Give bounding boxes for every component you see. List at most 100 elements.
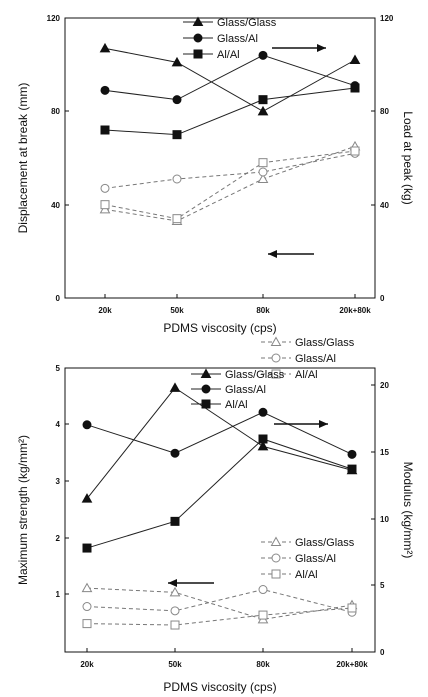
data-point — [100, 125, 110, 135]
data-point — [258, 407, 268, 417]
legend-marker — [270, 536, 282, 546]
data-point — [169, 586, 181, 597]
y-right-tick-label: 10 — [380, 515, 389, 524]
y-left-tick-label: 1 — [56, 590, 61, 599]
series-line — [104, 152, 356, 189]
series-al-al-solid — [100, 83, 360, 140]
y-right-axis-label: Load at peak (kg) — [401, 111, 415, 204]
data-point — [82, 619, 92, 629]
legend-solid: Glass/Glass Glass/Al Al/Al — [183, 16, 277, 61]
legend-label: Glass/Glass — [217, 17, 277, 29]
y-right-tick-label: 20 — [380, 381, 389, 390]
y-left-axis-label: Displacement at break (mm) — [16, 83, 30, 234]
data-point — [169, 382, 181, 392]
series-glass-glass-solid — [99, 42, 361, 116]
y-right-axis-label: Modulus (kg/mm²) — [401, 462, 415, 559]
legend-marker — [270, 336, 282, 346]
legend-dashed: Glass/Glass Glass/Al Al/Al — [261, 536, 355, 581]
data-point — [81, 493, 93, 503]
legend-marker — [271, 553, 281, 563]
x-tick-label: 20k+80k — [339, 306, 371, 315]
data-point — [82, 602, 92, 612]
series-line — [104, 150, 356, 220]
y-left-tick-label: 3 — [56, 477, 61, 486]
x-tick-label: 50k — [170, 306, 184, 315]
data-point — [100, 200, 110, 210]
x-tick-label: 80k — [256, 660, 270, 669]
data-point — [350, 83, 360, 93]
series-line — [104, 47, 356, 112]
x-tick-label: 50k — [168, 660, 182, 669]
plot-frame — [64, 367, 376, 653]
series-glass-glass-solid — [81, 382, 358, 503]
legend-label: Al/Al — [217, 49, 240, 61]
x-tick-label: 20k — [98, 306, 112, 315]
series-al-al-dashed — [100, 146, 360, 224]
series-line — [86, 587, 353, 620]
data-point — [349, 54, 361, 64]
y-left-tick-label: 40 — [51, 201, 60, 210]
y-right-tick-label: 80 — [380, 107, 389, 116]
data-point — [172, 174, 182, 184]
series-line — [86, 438, 353, 549]
y-right-tick-label: 120 — [380, 14, 394, 23]
y-left-tick-label: 4 — [56, 420, 61, 429]
legend-marker — [201, 399, 211, 409]
data-point — [258, 95, 268, 105]
series-glass-glass-dashed — [99, 140, 361, 225]
arrow-left-head — [268, 250, 277, 258]
y-left-tick-label: 2 — [56, 534, 61, 543]
x-tick-label: 80k — [256, 306, 270, 315]
y-right-tick-label: 40 — [380, 201, 389, 210]
arrow-right-head — [319, 420, 328, 428]
y-left-tick-label: 0 — [56, 294, 61, 303]
series-line — [86, 589, 353, 613]
data-point — [347, 449, 357, 459]
data-point — [258, 158, 268, 168]
data-point — [171, 56, 183, 67]
chart-panel-1: 0 40 80 120 0 40 80 120 20k 50k 80k 20k+80k PDMS vis… — [16, 14, 415, 381]
series-glass-al-solid — [82, 407, 357, 459]
x-axis-label: PDMS viscosity (cps) — [163, 680, 276, 694]
y-left-axis-label: Maximum strength (kg/mm²) — [16, 435, 30, 585]
data-point — [172, 214, 182, 224]
legend-label: Glass/Al — [225, 384, 266, 396]
data-point — [170, 620, 180, 630]
legend-dashed: Glass/Glass Glass/Al Al/Al — [261, 336, 355, 381]
legend-marker — [192, 16, 204, 26]
data-point — [100, 183, 110, 193]
y-left-tick-label: 80 — [51, 107, 60, 116]
y-right-tick-label: 5 — [380, 581, 385, 590]
plot-frame — [64, 17, 376, 299]
y-left-tick-label: 120 — [47, 14, 61, 23]
y-left-tick-label: 5 — [56, 364, 61, 373]
y-right-tick-label: 0 — [380, 294, 385, 303]
legend-marker — [201, 384, 211, 394]
legend-marker — [200, 368, 212, 378]
data-point — [258, 610, 268, 620]
arrow-right-head — [317, 44, 326, 52]
legend-label: Glass/Glass — [225, 369, 285, 381]
series-al-al-solid — [82, 434, 357, 553]
legend-marker — [193, 49, 203, 59]
arrow-left-head — [168, 579, 177, 587]
legend-label: Al/Al — [295, 369, 318, 381]
series-line — [86, 387, 353, 499]
legend-marker — [271, 369, 281, 379]
data-point — [350, 146, 360, 156]
legend-marker — [271, 569, 281, 579]
series-al-al-dashed — [82, 603, 357, 630]
y-right-tick-label: 15 — [380, 448, 389, 457]
chart-panel-2: 1 2 3 4 5 0 5 10 15 20 20k 50k 80k 20k+80k PDMS viscos… — [16, 364, 415, 694]
series-line — [86, 411, 353, 455]
data-point — [257, 173, 269, 183]
data-point — [347, 464, 357, 474]
data-point — [81, 582, 93, 593]
data-point — [258, 434, 268, 444]
data-point — [170, 448, 180, 458]
legend-marker — [193, 33, 203, 43]
legend-label: Glass/Glass — [295, 337, 355, 349]
y-right-tick-label: 0 — [380, 648, 385, 657]
legend-solid: Glass/Glass Glass/Al Al/Al — [191, 368, 285, 411]
